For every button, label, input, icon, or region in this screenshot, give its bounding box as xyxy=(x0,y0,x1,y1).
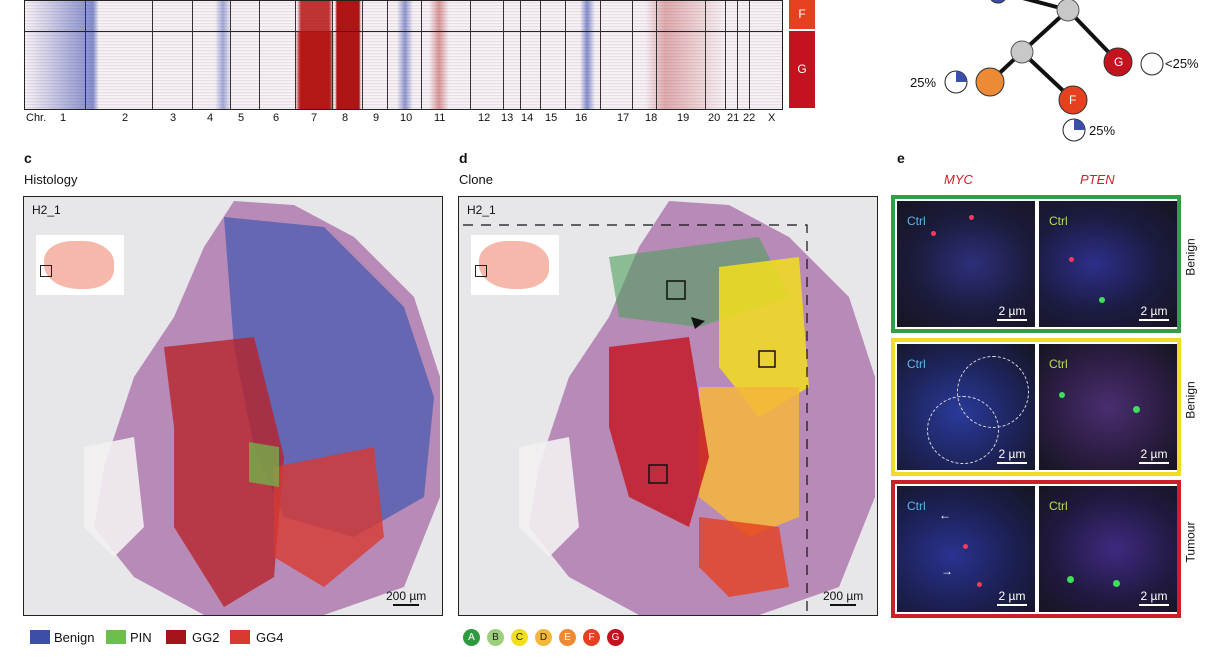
col-header-pten: PTEN xyxy=(1080,172,1115,187)
clone-tag-f: F xyxy=(789,0,815,29)
chr-label: 3 xyxy=(170,112,177,124)
panel-letter-c: c xyxy=(24,150,32,166)
chr-label: 22 xyxy=(743,112,756,124)
chr-label: 21 xyxy=(727,112,740,124)
node-g xyxy=(1103,47,1133,77)
node-label-e: E xyxy=(1093,74,1102,88)
chr-label: 2 xyxy=(122,112,129,124)
legend-label-pin: PIN xyxy=(130,630,152,645)
histology-image: H2_1 200 µm xyxy=(23,196,443,616)
chr-label: X xyxy=(768,112,776,124)
chr-label: 16 xyxy=(575,112,588,124)
legend-label-gg2: GG2 xyxy=(192,630,220,645)
clone-dot-g: G xyxy=(607,629,624,646)
clone-map-image: H2_1 200 µm xyxy=(458,196,878,616)
arrow-icon: → xyxy=(941,564,953,578)
sample-label-d: H2_1 xyxy=(467,203,496,217)
fish-row-tumour: Ctrl ← → 2 µm Ctrl 2 µm xyxy=(891,480,1181,618)
node-f xyxy=(1058,85,1088,115)
col-header-myc: MYC xyxy=(944,172,973,187)
legend-swatch-gg2 xyxy=(166,630,186,644)
fish-row-benign-1: Ctrl 2 µm Ctrl 2 µm xyxy=(891,195,1181,333)
cnv-heatmap xyxy=(24,0,783,110)
legend-label-benign: Benign xyxy=(54,630,95,645)
panel-title-c: Histology xyxy=(24,172,78,187)
chr-label: 18 xyxy=(645,112,658,124)
clone-dot-a: A xyxy=(463,629,480,646)
row-label-1: Benign xyxy=(1183,238,1198,276)
pie-label-e: 25% xyxy=(910,75,937,90)
panel-letter-d: d xyxy=(459,150,468,166)
row-label-3: Tumour xyxy=(1183,521,1198,563)
pie-label-g: <25% xyxy=(1165,56,1199,71)
chr-label: 4 xyxy=(207,112,214,124)
row-label-2: Benign xyxy=(1183,381,1198,419)
clone-dot-b: B xyxy=(487,629,504,646)
chr-label: 7 xyxy=(311,112,318,124)
sample-label-c: H2_1 xyxy=(32,203,61,217)
panel-title-d: Clone xyxy=(459,172,493,187)
chr-label: 11 xyxy=(434,112,446,124)
chr-label: 17 xyxy=(617,112,630,124)
legend-swatch-pin xyxy=(106,630,126,644)
chr-label: 8 xyxy=(342,112,349,124)
scalebar-c: 200 µm xyxy=(386,589,426,606)
chr-label: 5 xyxy=(238,112,245,124)
arrow-icon: ← xyxy=(939,508,951,522)
legend-label-gg4: GG4 xyxy=(256,630,284,645)
chr-label: 14 xyxy=(521,112,534,124)
clone-dot-c: C xyxy=(511,629,528,646)
clone-dot-f: F xyxy=(583,629,600,646)
chr-label: 10 xyxy=(400,112,413,124)
legend-swatch-gg4 xyxy=(230,630,250,644)
phylogeny-tree xyxy=(944,0,1164,142)
chr-label: 15 xyxy=(545,112,558,124)
chr-prefix: Chr. xyxy=(26,112,47,124)
chr-label: 20 xyxy=(708,112,721,124)
chr-label: 12 xyxy=(478,112,491,124)
panel-letter-e: e xyxy=(897,150,905,166)
clone-dot-d: D xyxy=(535,629,552,646)
chr-label: 19 xyxy=(677,112,690,124)
clone-dot-e: E xyxy=(559,629,576,646)
chr-label: 13 xyxy=(501,112,514,124)
chr-label: 1 xyxy=(60,112,67,124)
chr-label: 9 xyxy=(373,112,380,124)
node-label-g: G xyxy=(1114,55,1124,69)
chr-label: 6 xyxy=(273,112,280,124)
fish-row-benign-2: Ctrl 2 µm Ctrl 2 µm xyxy=(891,338,1181,476)
pie-label-f: 25% xyxy=(1089,123,1116,138)
scalebar-d: 200 µm xyxy=(823,589,863,606)
legend-swatch-benign xyxy=(30,630,50,644)
clone-tag-g: G xyxy=(789,31,815,108)
node-label-f: F xyxy=(1069,93,1077,107)
node-e xyxy=(975,67,1005,97)
